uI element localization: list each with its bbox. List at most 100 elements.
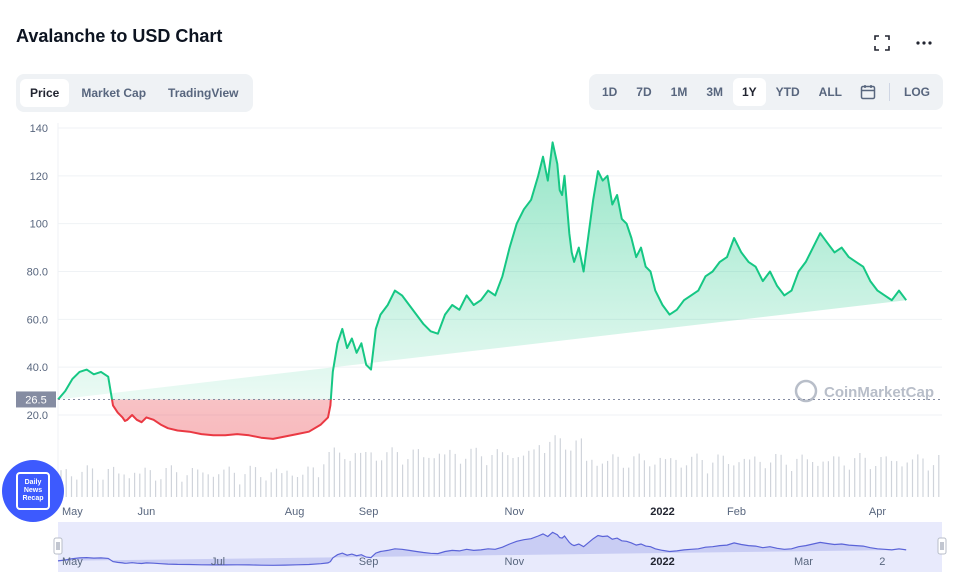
- volume-bar: [938, 455, 940, 497]
- volume-bar: [759, 461, 761, 497]
- volume-bar: [265, 480, 267, 497]
- volume-bar: [785, 464, 787, 497]
- volume-bar: [228, 466, 230, 497]
- navigator-tick-label: Nov: [505, 556, 525, 568]
- badge-line-2: News: [23, 487, 43, 494]
- volume-bar: [533, 449, 535, 497]
- x-tick-label: Jun: [138, 506, 156, 518]
- volume-bar: [81, 471, 83, 497]
- volume-bar: [838, 456, 840, 497]
- volume-bar: [675, 459, 677, 497]
- navigator-handle-left[interactable]: [53, 537, 63, 555]
- tab-price[interactable]: Price: [20, 79, 70, 107]
- daily-news-recap-badge[interactable]: Daily News Recap: [2, 460, 64, 522]
- y-tick-label: 100: [30, 219, 48, 231]
- volume-bar: [691, 456, 693, 497]
- navigator-handle-right[interactable]: [937, 537, 947, 555]
- range-ytd[interactable]: YTD: [775, 85, 800, 99]
- volume-bar: [212, 476, 214, 497]
- volume-bar: [496, 449, 498, 497]
- volume-bar: [586, 460, 588, 497]
- calendar-icon[interactable]: [852, 79, 884, 105]
- page-title: Avalanche to USD Chart: [16, 26, 223, 46]
- volume-bar: [197, 469, 199, 497]
- range-1y[interactable]: 1Y: [732, 78, 766, 106]
- badge-line-1: Daily: [24, 479, 42, 486]
- volume-bar: [701, 460, 703, 497]
- volume-bar: [281, 473, 283, 497]
- range-divider: [889, 83, 890, 101]
- volume-bar: [722, 455, 724, 497]
- volume-bar: [160, 479, 162, 497]
- volume-bar: [559, 438, 561, 497]
- more-icon[interactable]: [915, 34, 933, 52]
- volume-bar: [927, 470, 929, 497]
- x-tick-label: Feb: [727, 506, 746, 518]
- navigator-tick-label: Mar: [794, 556, 813, 568]
- volume-bar: [622, 467, 624, 497]
- volume-bar: [107, 469, 109, 497]
- volume-bar: [328, 452, 330, 497]
- x-tick-label: May: [62, 506, 83, 518]
- baseline-tag: [16, 391, 56, 408]
- log-toggle[interactable]: LOG: [904, 85, 930, 99]
- range-3m[interactable]: 3M: [706, 85, 723, 99]
- volume-bar: [207, 474, 209, 497]
- volume-bar: [181, 481, 183, 497]
- volume-bar: [475, 447, 477, 497]
- volume-bar: [854, 458, 856, 497]
- y-tick-label: 20.0: [27, 410, 48, 422]
- price-area-down: [58, 399, 331, 439]
- volume-bar: [396, 452, 398, 497]
- volume-bar: [239, 484, 241, 497]
- volume-bar: [685, 465, 688, 497]
- watermark-icon: [794, 379, 818, 403]
- volume-bar: [743, 458, 745, 497]
- volume-bar: [118, 473, 120, 497]
- volume-bar: [633, 456, 635, 497]
- volume-bar: [317, 477, 320, 497]
- volume-bar: [144, 467, 146, 497]
- volume-bar: [917, 454, 919, 497]
- volume-bar: [134, 472, 136, 497]
- volume-bar: [712, 462, 714, 497]
- volume-bar: [291, 475, 293, 497]
- volume-bar: [617, 456, 619, 497]
- volume-bar: [260, 477, 262, 497]
- volume-bar: [244, 474, 246, 497]
- volume-bar: [149, 470, 151, 497]
- fullscreen-icon[interactable]: [873, 34, 891, 52]
- range-1m[interactable]: 1M: [670, 85, 688, 99]
- x-tick-label: Aug: [285, 506, 305, 518]
- x-tick-label: Apr: [869, 506, 886, 518]
- volume-bar: [370, 452, 372, 497]
- volume-bar: [176, 472, 178, 497]
- volume-bar: [638, 453, 640, 497]
- volume-bar: [696, 453, 698, 497]
- volume-bar: [754, 456, 756, 497]
- x-tick-label: Sep: [359, 506, 379, 518]
- y-tick-label: 80.0: [27, 267, 48, 279]
- volume-bar: [191, 468, 193, 497]
- range-1d[interactable]: 1D: [601, 85, 618, 99]
- watermark-text: CoinMarketCap: [824, 384, 934, 401]
- tab-tradingview[interactable]: TradingView: [168, 86, 239, 100]
- volume-bar: [869, 469, 871, 497]
- volume-bar: [565, 449, 567, 497]
- range-7d[interactable]: 7D: [636, 85, 652, 99]
- volume-bar: [932, 465, 935, 497]
- tab-market-cap[interactable]: Market Cap: [81, 86, 147, 100]
- volume-bar: [664, 459, 667, 497]
- volume-bar: [659, 457, 661, 497]
- volume-bar: [360, 452, 362, 497]
- volume-bar: [312, 467, 314, 497]
- range-all[interactable]: ALL: [818, 85, 842, 99]
- volume-bar: [806, 459, 808, 497]
- volume-bar: [670, 458, 672, 497]
- volume-bar: [717, 454, 719, 497]
- volume-bar: [901, 466, 903, 497]
- volume-bar: [517, 457, 519, 497]
- chart-toolbar: [873, 34, 933, 52]
- price-line-up: [57, 141, 907, 400]
